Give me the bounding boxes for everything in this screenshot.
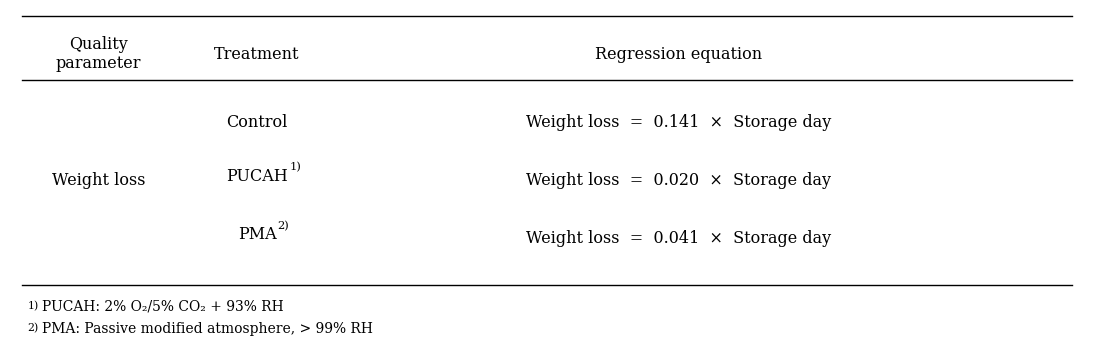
Text: 1): 1): [290, 162, 302, 173]
Text: PMA: Passive modified atmosphere, > 99% RH: PMA: Passive modified atmosphere, > 99% …: [42, 321, 372, 336]
Text: parameter: parameter: [56, 55, 141, 72]
Text: Control: Control: [226, 114, 288, 131]
Text: PUCAH: 2% O₂/5% CO₂ + 93% RH: PUCAH: 2% O₂/5% CO₂ + 93% RH: [42, 299, 283, 313]
Text: Weight loss  =  0.041  ×  Storage day: Weight loss = 0.041 × Storage day: [526, 230, 830, 247]
Text: Treatment: Treatment: [214, 46, 300, 63]
Text: Weight loss  =  0.020  ×  Storage day: Weight loss = 0.020 × Storage day: [526, 172, 830, 189]
Text: PUCAH: PUCAH: [226, 167, 288, 184]
Text: 1): 1): [27, 301, 38, 312]
Text: 2): 2): [277, 221, 289, 231]
Text: 2): 2): [27, 323, 38, 334]
Text: Regression equation: Regression equation: [595, 46, 761, 63]
Text: Quality: Quality: [69, 36, 128, 53]
Text: PMA: PMA: [237, 226, 277, 243]
Text: Weight loss  =  0.141  ×  Storage day: Weight loss = 0.141 × Storage day: [525, 114, 831, 131]
Text: Weight loss: Weight loss: [51, 172, 146, 189]
